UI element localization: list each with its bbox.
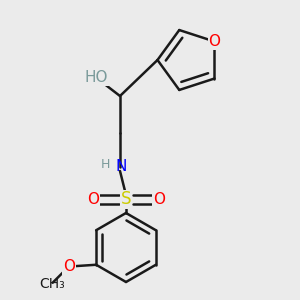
- Text: H: H: [100, 158, 110, 171]
- Text: CH₃: CH₃: [40, 277, 65, 291]
- Text: N: N: [116, 159, 127, 174]
- Text: HO: HO: [84, 70, 108, 86]
- Text: S: S: [121, 190, 131, 208]
- Text: O: O: [87, 192, 99, 207]
- Text: O: O: [63, 259, 75, 274]
- Text: O: O: [208, 34, 220, 49]
- Text: O: O: [153, 192, 165, 207]
